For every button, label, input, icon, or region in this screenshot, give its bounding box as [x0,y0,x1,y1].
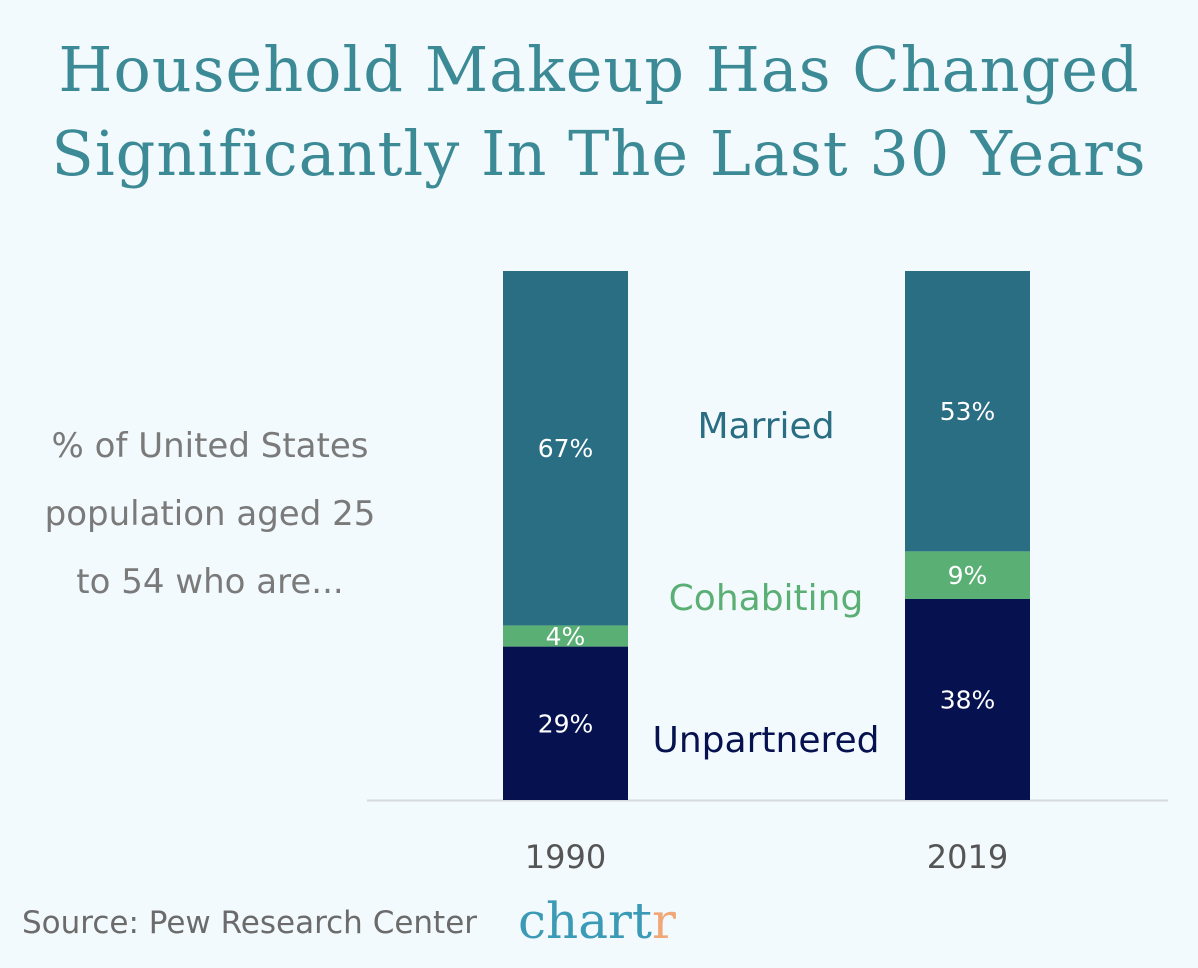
bar-cohabiting-2019 [905,551,1030,599]
x-tick-label: 2019 [927,838,1008,876]
bar-married-2019 [905,271,1030,552]
x-tick-label: 1990 [525,838,606,876]
legend-cohabiting: Cohabiting [669,578,864,619]
data-label: 67% [538,434,594,463]
data-label: 53% [940,397,996,426]
data-label: 29% [538,709,594,738]
data-label: 38% [940,685,996,714]
bar-cohabiting-1990 [503,625,628,647]
bar-unpartnered-1990 [503,646,628,800]
chartr-logo: chartr [518,892,676,950]
chart-title: Household Makeup Has Changed Significantl… [51,33,1147,190]
legend-married: Married [697,406,834,447]
logo-text: chart [518,892,653,950]
legend-unpartnered: Unpartnered [653,720,880,761]
bar-married-1990 [503,271,628,626]
y-axis-label: % of United States population aged 25 to… [44,426,376,602]
data-label: 4% [546,622,586,651]
source-note: Source: Pew Research Center [22,905,478,941]
bar-unpartnered-2019 [905,598,1030,800]
data-label: 9% [948,561,988,590]
logo-accent: r [652,892,676,950]
